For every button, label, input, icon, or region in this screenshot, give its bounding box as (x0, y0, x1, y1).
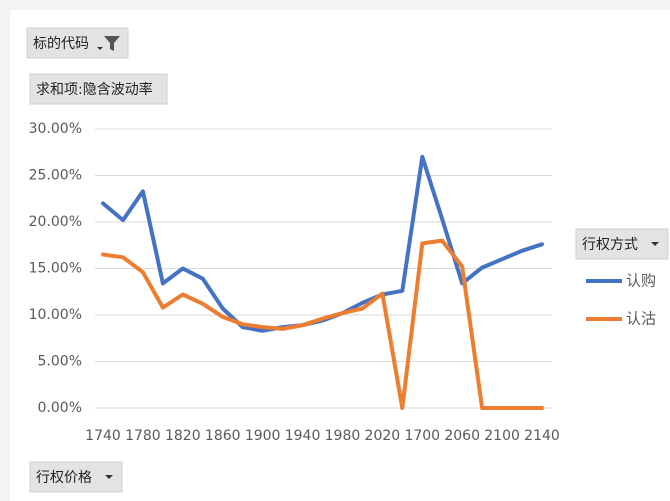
dropdown-arrow (105, 475, 113, 479)
y-tick-label: 20.00% (29, 214, 82, 230)
x-tick-label: 2100 (484, 428, 520, 444)
x-tick-label: 2140 (524, 428, 560, 444)
button-bg (29, 461, 123, 493)
y-tick-label: 0.00% (38, 400, 82, 416)
x-tick-label: 1900 (245, 428, 281, 444)
dropdown-arrow (651, 242, 659, 246)
y-tick-label: 30.00% (29, 121, 82, 137)
legend-label: 认购 (626, 272, 656, 290)
frame-top (0, 0, 670, 10)
x-tick-label: 2060 (444, 428, 480, 444)
value-field: 求和项:隐含波动率 (36, 81, 153, 98)
y-tick-label: 5.00% (38, 354, 82, 370)
x-tick-label: 1940 (285, 428, 321, 444)
axis-field: 行权价格 (36, 470, 92, 486)
filter-icon (104, 36, 120, 51)
axis-field-button[interactable]: 行权价格 (29, 461, 123, 493)
x-tick-label: 2020 (365, 428, 401, 444)
filter-field: 标的代码 (33, 36, 89, 52)
button-bg (29, 73, 168, 105)
x-tick-label: 1780 (125, 428, 161, 444)
x-tick-label: 1980 (325, 428, 361, 444)
dropdown-arrow (97, 47, 103, 50)
series-line (101, 238, 544, 410)
value-field-button[interactable]: 求和项:隐含波动率 (29, 73, 168, 105)
x-tick-label: 1820 (165, 428, 201, 444)
frame-left (0, 0, 10, 501)
legend-button[interactable]: 行权方式 (575, 228, 669, 260)
x-tick-label: 1740 (85, 428, 121, 444)
y-tick-label: 25.00% (29, 168, 82, 184)
x-tick-label: 1700 (404, 428, 440, 444)
filter-button[interactable]: 标的代码 (26, 27, 129, 59)
legend-title: 行权方式 (582, 237, 638, 253)
y-tick-label: 15.00% (29, 261, 82, 277)
legend-label: 认沽 (626, 310, 656, 328)
x-tick-label: 1860 (205, 428, 241, 444)
button-bg (575, 228, 669, 260)
y-tick-label: 10.00% (29, 307, 82, 323)
